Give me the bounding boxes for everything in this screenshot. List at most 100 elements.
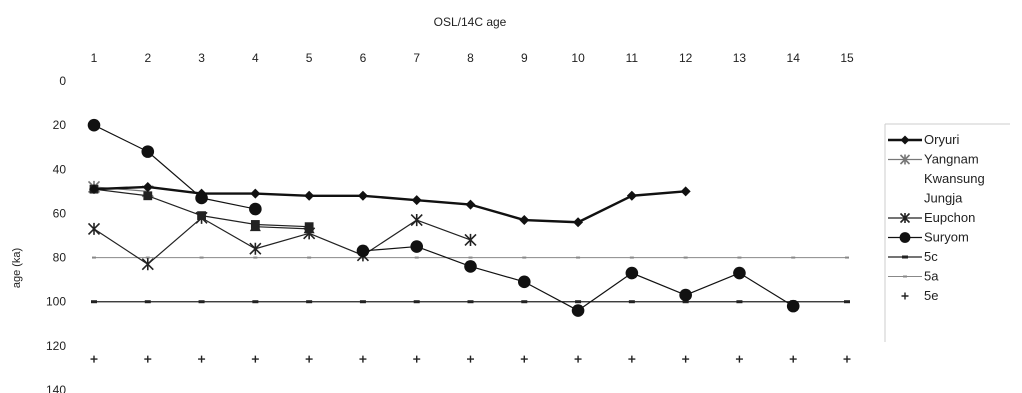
data-point-5a (522, 256, 527, 259)
data-point-5a (92, 256, 96, 259)
x-tick-label: 14 (787, 51, 801, 65)
y-tick-label: 120 (46, 339, 66, 353)
legend-marker-oryuri (900, 135, 910, 145)
y-tick-label: 60 (53, 206, 67, 220)
legend-marker-yangnam (899, 154, 911, 165)
legend-label-suryom: Suryom (924, 230, 969, 245)
data-point-suryom (679, 288, 692, 302)
data-point-5c (628, 300, 635, 304)
data-point-jungja (249, 221, 261, 232)
data-point-5c (91, 300, 97, 304)
x-tick-label: 8 (467, 51, 474, 65)
data-point-oryuri (626, 190, 637, 201)
data-point-5e (90, 355, 98, 363)
data-point-5e (413, 355, 421, 363)
data-point-5e (359, 355, 367, 363)
x-tick-label: 7 (413, 51, 420, 65)
data-point-5c (144, 300, 151, 304)
series-5c (91, 300, 850, 304)
y-axis-label: age (ka) (11, 248, 23, 288)
data-point-5e (574, 355, 582, 363)
data-point-5e (467, 355, 474, 363)
x-tick-label: 9 (521, 51, 528, 65)
data-point-5a (307, 256, 312, 259)
data-point-eupchon (249, 242, 262, 255)
data-point-suryom (625, 266, 639, 280)
data-point-5c (252, 300, 259, 304)
x-tick-label: 10 (571, 51, 585, 65)
legend-marker-eupchon (899, 212, 911, 224)
legend-marker-5c (902, 255, 908, 259)
data-point-5e (520, 355, 528, 363)
x-tick-label: 15 (840, 51, 854, 65)
data-point-5e (843, 355, 851, 363)
data-point-5a (576, 256, 581, 259)
data-point-suryom (733, 266, 746, 280)
legend-label-5e: 5e (924, 288, 938, 303)
legend-marker-5e (901, 292, 909, 300)
data-point-5e (735, 355, 743, 363)
data-point-5e (251, 355, 259, 363)
data-point-suryom (410, 240, 424, 253)
data-point-eupchon (87, 222, 101, 235)
data-point-suryom (786, 299, 800, 313)
data-point-kwansung (143, 191, 153, 201)
data-point-5c (575, 300, 582, 304)
data-point-eupchon (195, 211, 208, 224)
data-point-eupchon (141, 258, 154, 271)
y-tick-label: 100 (46, 295, 66, 309)
legend-label-5c: 5c (924, 249, 938, 264)
data-point-eupchon (303, 227, 316, 240)
data-point-oryuri (89, 184, 99, 195)
data-point-oryuri (142, 181, 153, 192)
data-point-5a (845, 256, 849, 259)
data-point-5a (683, 256, 688, 259)
x-tick-label: 12 (679, 51, 693, 65)
data-point-suryom (356, 244, 370, 258)
data-point-suryom (464, 260, 477, 273)
x-tick-label: 6 (360, 51, 367, 65)
series-eupchon (87, 211, 477, 271)
y-tick-label: 40 (53, 162, 67, 176)
legend-marker-5a (903, 275, 907, 278)
x-tick-label: 5 (306, 51, 313, 65)
legend: Oryuri Yangnam Kwansung Jungja Eupchon Suryom… (884, 123, 1010, 342)
x-tick-label: 11 (626, 51, 639, 65)
data-point-5e (628, 355, 636, 363)
series-line-eupchon (93, 217, 471, 265)
data-point-oryuri (573, 217, 584, 228)
x-axis-ticks: 1 2 3 4 5 6 7 8 9 10 11 12 13 14 15 (91, 51, 854, 65)
y-tick-label: 140 (46, 383, 66, 393)
data-point-oryuri (465, 199, 476, 210)
x-tick-label: 2 (144, 51, 151, 65)
data-point-suryom (249, 202, 262, 216)
data-point-oryuri (680, 186, 691, 197)
data-point-eupchon (410, 213, 423, 227)
data-point-5a (737, 256, 742, 259)
legend-label-kwansung: Kwansung (924, 171, 985, 186)
x-tick-label: 1 (91, 51, 98, 65)
data-point-5c (682, 300, 689, 304)
x-tick-label: 3 (198, 51, 205, 65)
series-oryuri (89, 181, 691, 228)
legend-label-yangnam: Yangnam (924, 152, 979, 167)
data-point-5c (306, 300, 313, 304)
legend-marker-suryom (899, 232, 911, 243)
data-point-5a (629, 256, 634, 259)
data-point-5e (198, 355, 206, 363)
series-5e (90, 355, 851, 363)
data-point-oryuri (196, 188, 207, 199)
data-point-5e (305, 355, 313, 363)
data-point-5e (789, 355, 797, 363)
chart-title: OSL/14C age (434, 15, 507, 29)
data-point-eupchon (464, 233, 477, 246)
data-point-oryuri (411, 195, 422, 206)
data-point-5c (521, 300, 528, 304)
series-line-oryuri (93, 185, 686, 224)
data-point-oryuri (519, 215, 530, 226)
x-tick-label: 13 (733, 51, 747, 65)
data-point-suryom (517, 275, 531, 289)
y-axis-ticks: 0 20 40 60 80 100 120 140 (46, 74, 66, 393)
data-point-oryuri (357, 190, 368, 201)
